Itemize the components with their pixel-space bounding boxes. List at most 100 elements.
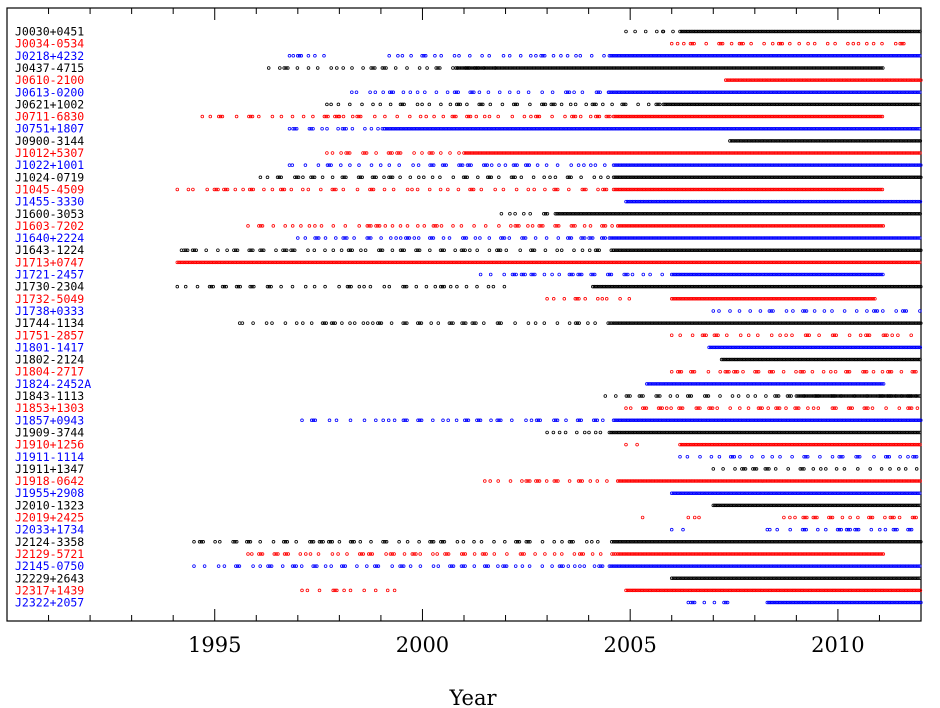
data-point [383,224,388,228]
data-point [871,102,875,107]
data-point [393,66,398,70]
data-point [565,54,570,58]
data-point [358,114,363,119]
data-point [646,54,650,58]
data-point [877,102,882,107]
data-point [488,102,493,107]
data-point [720,102,725,107]
data-point [620,90,624,95]
data-point [336,126,340,131]
data-point [772,29,777,34]
data-point [489,175,494,180]
data-point [918,54,922,58]
data-point [439,224,444,228]
data-point [476,66,480,70]
data-point [295,66,300,70]
data-point [754,90,759,95]
data-point [500,66,504,70]
data-point [785,29,789,34]
data-point [884,54,888,58]
data-point [299,54,304,58]
data-point [787,78,792,82]
data-point [860,102,864,107]
data-point [407,236,412,240]
data-point [621,66,626,70]
data-point [804,54,808,58]
data-point [320,175,325,180]
data-point [908,54,912,58]
data-point [590,102,595,107]
data-point [858,54,863,58]
data-point [885,78,890,82]
data-point [599,175,603,180]
data-point [772,54,776,58]
data-point [679,29,684,34]
data-point [754,102,758,107]
data-point [774,29,778,34]
data-point [794,66,799,70]
data-point [869,66,874,70]
data-point [839,90,844,95]
data-point [897,90,901,95]
data-point [804,90,808,95]
data-point [745,66,749,70]
data-point [710,90,714,95]
data-point [550,90,555,95]
data-point [844,102,848,107]
x-tick-label-1995: 1995 [188,633,241,657]
data-point [894,54,898,58]
data-point [866,78,870,82]
data-point [870,90,874,95]
data-point [850,54,855,58]
data-point [497,224,501,228]
data-point [804,29,809,34]
data-point [820,90,824,95]
data-point [850,102,854,107]
data-point [830,29,834,34]
data-point [522,66,527,70]
data-point [841,66,845,70]
data-point [374,175,378,180]
data-point [350,126,355,131]
data-point [454,90,459,95]
data-point [858,78,862,82]
data-point [543,187,547,192]
data-point [505,66,509,70]
data-point [745,54,749,58]
data-point [455,284,459,289]
data-point [727,78,731,82]
data-point [477,66,482,70]
data-point [700,29,705,34]
data-point [533,66,538,70]
data-point [456,102,461,107]
data-point [422,175,426,180]
data-point [639,66,643,70]
data-point [235,248,240,252]
data-point [716,102,720,107]
data-point [902,41,906,46]
data-point [850,66,855,70]
data-point [668,66,672,70]
data-point [676,90,680,95]
data-point [780,41,785,46]
data-point [591,66,595,70]
data-point [898,78,902,82]
data-point [888,102,893,107]
data-point [775,90,780,95]
data-point [657,54,661,58]
data-point [662,54,666,58]
data-point [719,29,724,34]
data-point [726,90,730,95]
data-point [452,54,457,58]
data-point [549,102,554,107]
data-point [501,54,506,58]
data-point [907,29,911,34]
data-point [551,66,555,70]
data-point [695,66,699,70]
data-point [727,66,731,70]
data-point [819,78,824,82]
data-point [914,54,919,58]
data-point [802,90,807,95]
data-point [874,102,878,107]
data-point [783,102,787,107]
